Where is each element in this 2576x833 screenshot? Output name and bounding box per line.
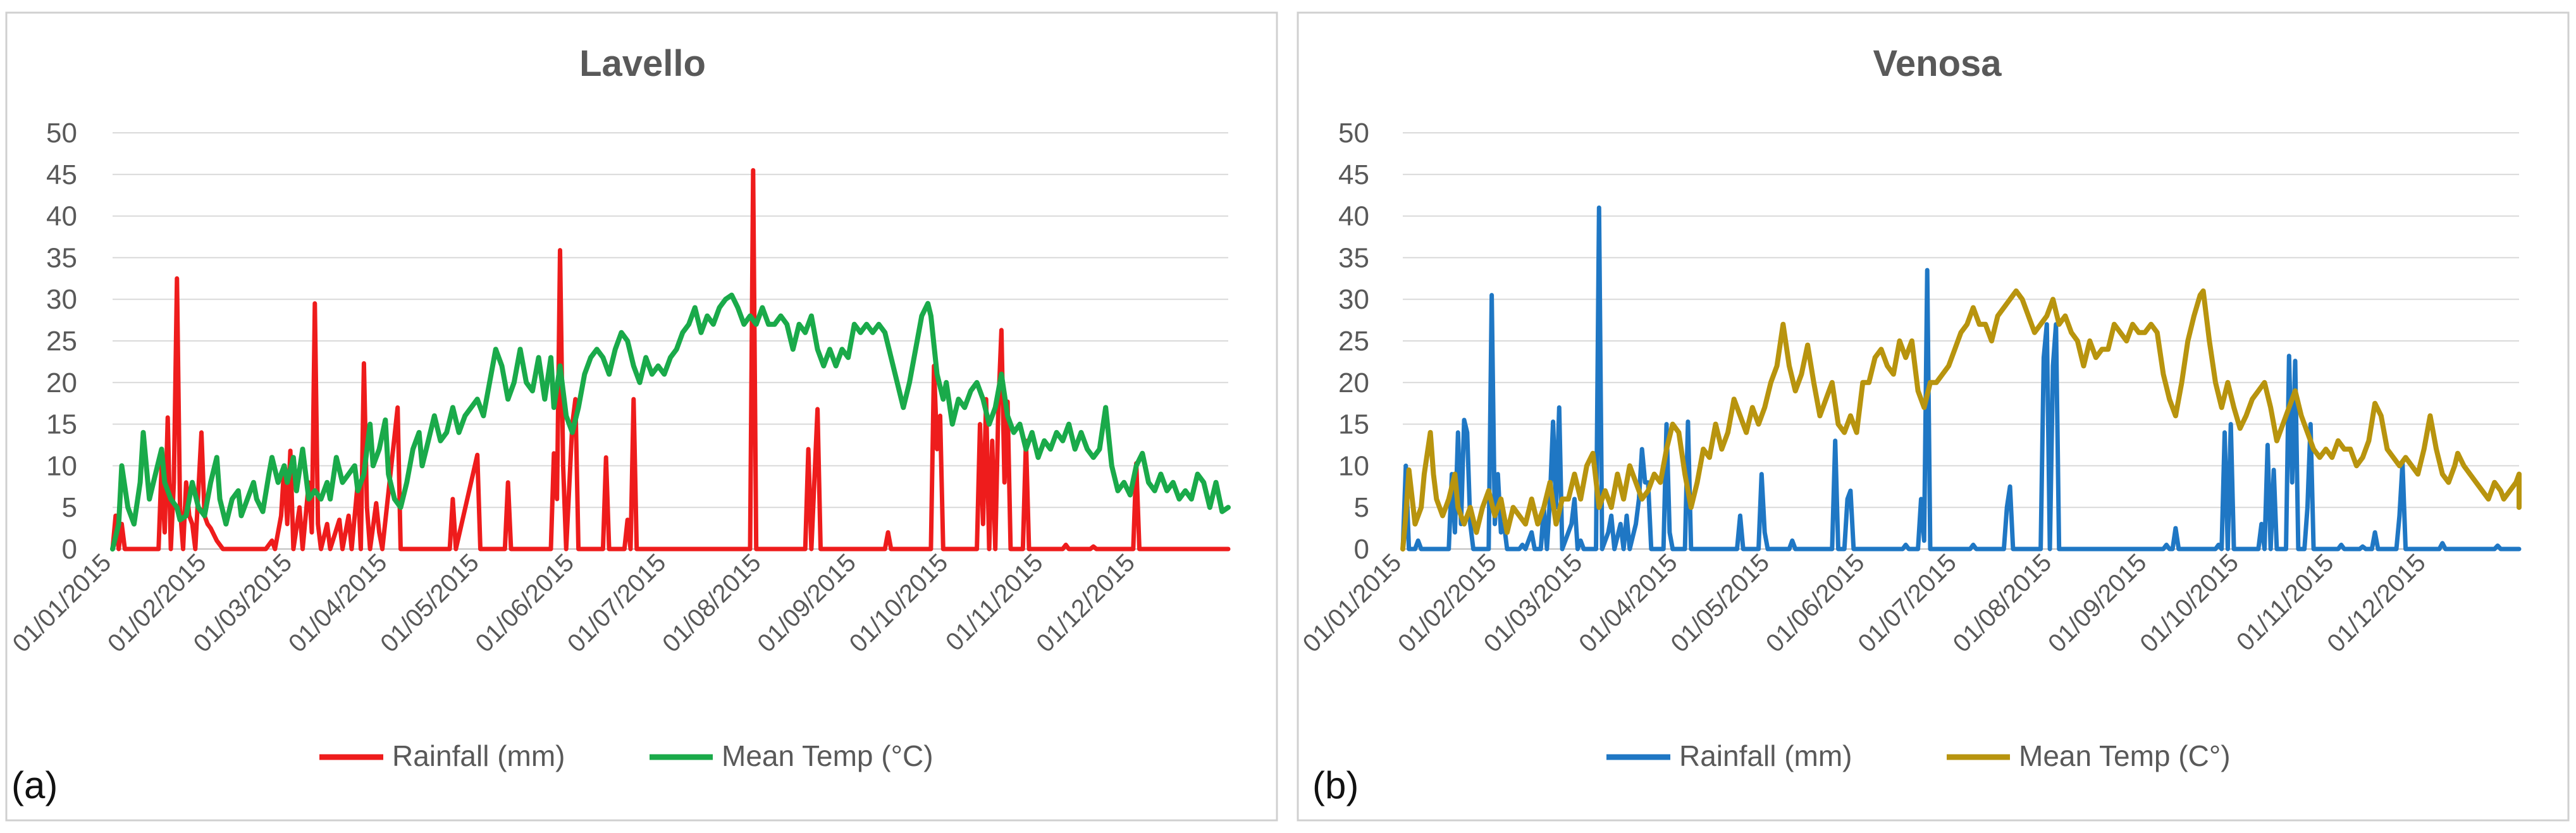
y-tick-label: 15 [1338, 409, 1369, 440]
y-tick-label: 45 [46, 159, 77, 190]
y-tick-label: 20 [1338, 367, 1369, 398]
legend-label: Mean Temp (C°) [2019, 739, 2231, 772]
y-tick-label: 30 [46, 284, 77, 315]
y-tick-label: 35 [46, 242, 77, 273]
y-tick-label: 40 [46, 201, 77, 232]
legend-label: Mean Temp (°C) [722, 739, 934, 772]
y-tick-label: 0 [62, 534, 77, 565]
y-tick-label: 25 [1338, 326, 1369, 357]
panel-label-b: (b) [1312, 764, 1359, 806]
y-tick-label: 0 [1354, 534, 1369, 565]
y-tick-label: 45 [1338, 159, 1369, 190]
y-tick-label: 5 [1354, 492, 1369, 523]
legend-label: Rainfall (mm) [1679, 739, 1852, 772]
y-tick-label: 10 [46, 450, 77, 481]
series-line-mean-temp [110, 292, 1231, 552]
y-tick-label: 50 [1338, 118, 1369, 149]
y-tick-label: 30 [1338, 284, 1369, 315]
series-line-rainfall [110, 168, 1231, 552]
y-tick-label: 20 [46, 367, 77, 398]
legend-label: Rainfall (mm) [392, 739, 565, 772]
panel-label-a: (a) [11, 764, 58, 806]
panel-b-frame [1297, 11, 2570, 822]
y-tick-label: 25 [46, 326, 77, 357]
series-line-rainfall [1400, 205, 2522, 552]
y-tick-label: 5 [62, 492, 77, 523]
y-tick-label: 35 [1338, 242, 1369, 273]
chart-title: Lavello [579, 43, 706, 84]
series-line-mean-temp [1400, 288, 2522, 552]
y-tick-label: 10 [1338, 450, 1369, 481]
chart-title: Venosa [1873, 43, 2002, 84]
y-tick-label: 40 [1338, 201, 1369, 232]
y-tick-label: 50 [46, 118, 77, 149]
panel-a-frame [5, 11, 1278, 822]
y-tick-label: 15 [46, 409, 77, 440]
